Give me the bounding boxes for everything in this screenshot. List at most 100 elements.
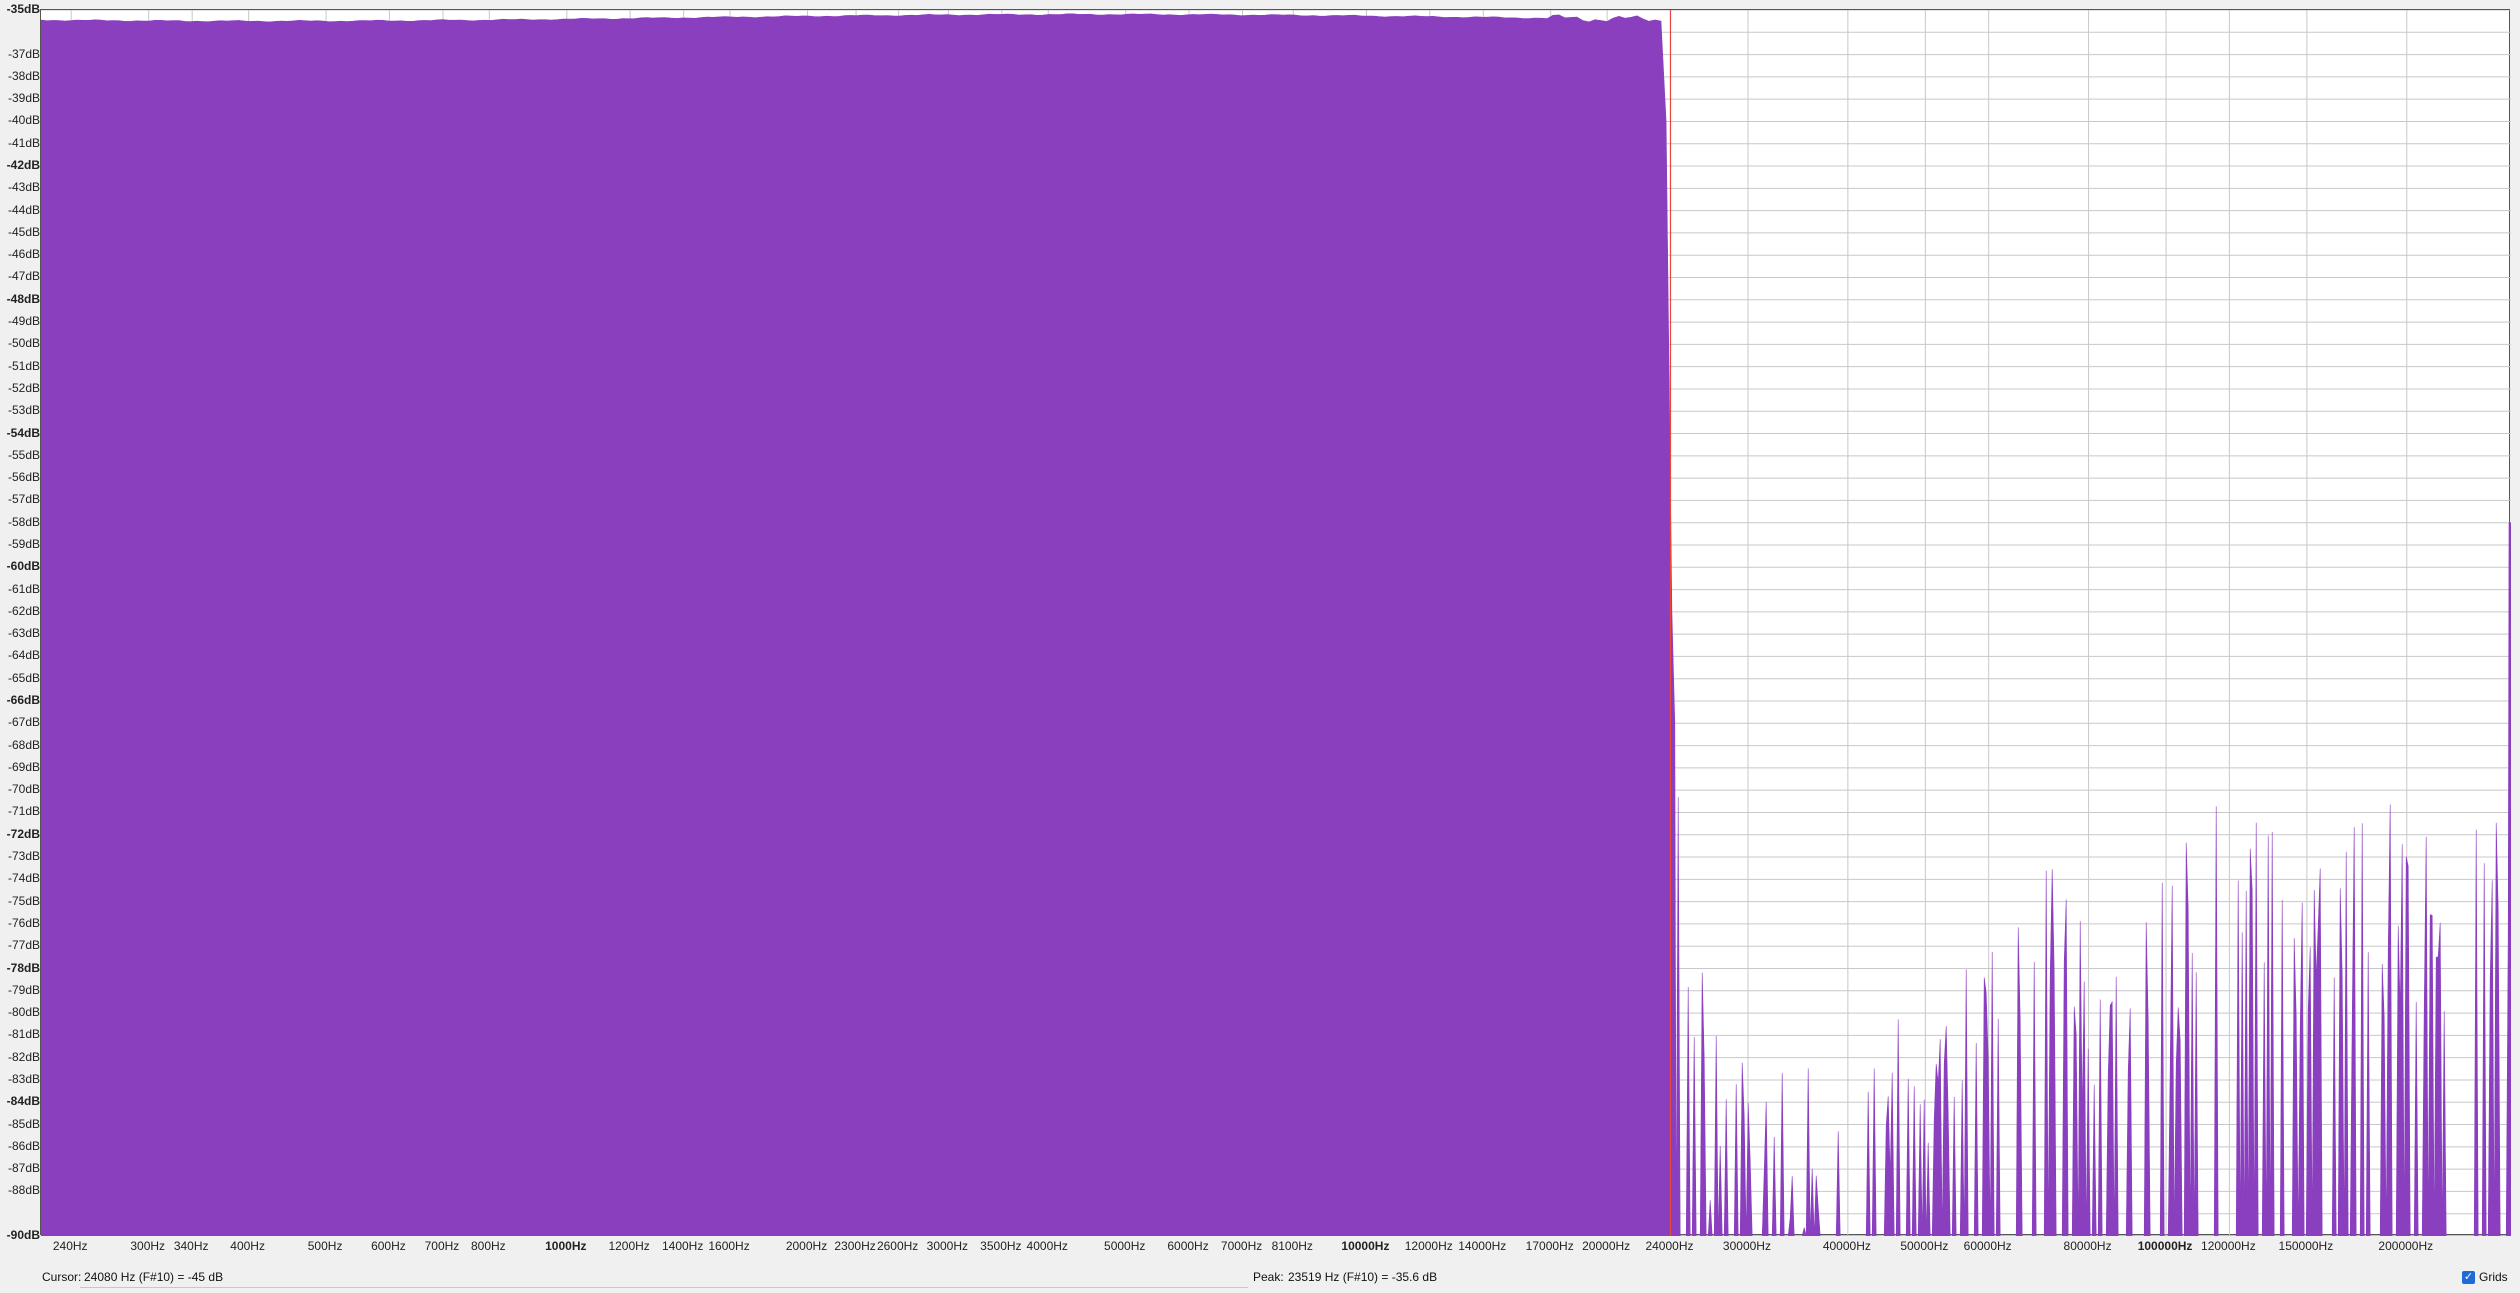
y-tick-label: -85dB <box>7 1116 40 1131</box>
x-tick-label: 14000Hz <box>1458 1239 1507 1253</box>
y-tick-label: -74dB <box>7 871 40 886</box>
peak-readout: 23519 Hz (F#10) = -35.6 dB <box>1288 1270 1438 1284</box>
x-tick-label: 3000Hz <box>926 1239 969 1253</box>
x-tick-label: 150000Hz <box>2278 1239 2334 1253</box>
x-tick-label: 200000Hz <box>2378 1239 2434 1253</box>
y-tick-label: -90dB <box>6 1228 40 1242</box>
x-tick-label: 60000Hz <box>1963 1239 2012 1253</box>
y-tick-label: -88dB <box>7 1183 40 1198</box>
y-tick-label: -77dB <box>7 938 40 953</box>
y-tick-label: -41dB <box>7 135 40 150</box>
x-tick-label: 800Hz <box>470 1239 506 1253</box>
peak-label: Peak: <box>1253 1270 1284 1284</box>
x-tick-label: 340Hz <box>173 1239 209 1253</box>
status-bar: Cursor: 24080 Hz (F#10) = -45 dB Peak: 2… <box>0 1262 2520 1293</box>
x-tick-label: 1000Hz <box>545 1239 587 1253</box>
y-tick-label: -68dB <box>7 737 40 752</box>
x-tick-label: 80000Hz <box>2063 1239 2112 1253</box>
cursor-readout: 24080 Hz (F#10) = -45 dB <box>84 1270 224 1284</box>
x-tick-label: 8100Hz <box>1271 1239 1313 1253</box>
y-tick-label: -83dB <box>7 1071 40 1086</box>
y-tick-label: -57dB <box>7 492 40 507</box>
y-tick-label: -44dB <box>7 202 40 217</box>
x-tick-label: 400Hz <box>230 1239 265 1253</box>
y-tick-label: -62dB <box>7 603 40 618</box>
y-tick-label: -67dB <box>7 715 40 730</box>
x-tick-label: 2600Hz <box>876 1239 919 1253</box>
y-tick-label: -58dB <box>7 514 40 529</box>
spectrum-plot[interactable] <box>40 9 2512 1237</box>
y-tick-label: -45dB <box>7 224 40 239</box>
y-tick-label: -86dB <box>7 1138 40 1153</box>
grids-label[interactable]: Grids <box>2479 1270 2508 1284</box>
x-tick-label: 5000Hz <box>1104 1239 1146 1253</box>
y-axis: -35dB -37dB -38dB -39dB -40dB -41dB -42dB -43dB… <box>0 3 40 1241</box>
grids-checkbox[interactable]: ✓ <box>2462 1271 2475 1284</box>
y-tick-label: -61dB <box>7 581 40 596</box>
y-tick-label: -60dB <box>6 559 40 574</box>
y-tick-label: -87dB <box>7 1161 40 1176</box>
y-tick-label: -54dB <box>6 425 40 440</box>
y-tick-label: -64dB <box>7 648 40 663</box>
y-tick-label: -37dB <box>7 46 40 61</box>
y-tick-label: -70dB <box>7 782 40 797</box>
y-tick-label: -48dB <box>6 291 40 306</box>
x-tick-label: 600Hz <box>371 1239 406 1253</box>
y-tick-label: -66dB <box>6 693 40 708</box>
x-tick-label: 1200Hz <box>608 1239 650 1253</box>
cursor-readout-field <box>80 1287 1248 1288</box>
y-tick-label: -39dB <box>7 91 40 106</box>
y-tick-label: -52dB <box>7 380 40 395</box>
x-tick-label: 1600Hz <box>708 1239 750 1253</box>
y-tick-label: -76dB <box>7 915 40 930</box>
y-tick-label: -75dB <box>7 893 40 908</box>
y-tick-label: -53dB <box>7 403 40 418</box>
cursor-label: Cursor: <box>42 1270 82 1284</box>
x-tick-label: 50000Hz <box>1900 1239 1949 1253</box>
y-tick-label: -69dB <box>7 759 40 774</box>
x-tick-label: 2300Hz <box>834 1239 876 1253</box>
y-tick-label: -73dB <box>7 849 40 864</box>
y-tick-label: -35dB <box>6 2 40 16</box>
y-tick-label: -81dB <box>7 1027 40 1042</box>
y-tick-label: -47dB <box>7 269 40 284</box>
x-tick-label: 24000Hz <box>1645 1239 1694 1253</box>
x-tick-label: 700Hz <box>424 1239 460 1253</box>
y-tick-label: -56dB <box>7 470 40 485</box>
y-tick-label: -80dB <box>7 1005 40 1020</box>
x-tick-label: 17000Hz <box>1525 1239 1574 1253</box>
x-tick-label: 500Hz <box>307 1239 343 1253</box>
y-tick-label: -38dB <box>7 68 40 83</box>
x-tick-label: 20000Hz <box>1582 1239 1631 1253</box>
y-tick-label: -72dB <box>6 826 40 841</box>
y-tick-label: -40dB <box>7 113 40 128</box>
x-tick-label: 4000Hz <box>1026 1239 1068 1253</box>
y-tick-label: -65dB <box>7 670 40 685</box>
spectrum-area <box>40 13 2512 1237</box>
spectrum-svg <box>40 9 2512 1237</box>
y-tick-label: -55dB <box>7 447 40 462</box>
y-tick-label: -42dB <box>6 158 40 173</box>
y-tick-label: -49dB <box>7 314 40 329</box>
y-tick-label: -46dB <box>7 247 40 262</box>
y-tick-label: -84dB <box>6 1094 40 1109</box>
y-tick-label: -63dB <box>7 626 40 641</box>
x-tick-label: 6000Hz <box>1167 1239 1209 1253</box>
y-tick-label: -50dB <box>7 336 40 351</box>
y-tick-label: -59dB <box>7 536 40 551</box>
y-tick-label: -82dB <box>7 1049 40 1064</box>
x-tick-label: 100000Hz <box>2137 1239 2193 1253</box>
x-tick-label: 2000Hz <box>785 1239 828 1253</box>
x-axis: 240Hz 300Hz 340Hz 400Hz 500Hz 600Hz 700Hz 800Hz… <box>40 1238 2510 1258</box>
x-tick-label: 12000Hz <box>1404 1239 1453 1253</box>
x-tick-label: 120000Hz <box>2201 1239 2256 1253</box>
y-tick-label: -78dB <box>6 960 40 975</box>
y-tick-label: -79dB <box>7 982 40 997</box>
y-tick-label: -43dB <box>7 180 40 195</box>
x-tick-label: 1400Hz <box>661 1239 704 1253</box>
x-tick-label: 30000Hz <box>1722 1239 1771 1253</box>
x-tick-label: 240Hz <box>52 1239 88 1253</box>
x-tick-label: 40000Hz <box>1822 1239 1871 1253</box>
x-tick-label: 10000Hz <box>1341 1239 1390 1253</box>
